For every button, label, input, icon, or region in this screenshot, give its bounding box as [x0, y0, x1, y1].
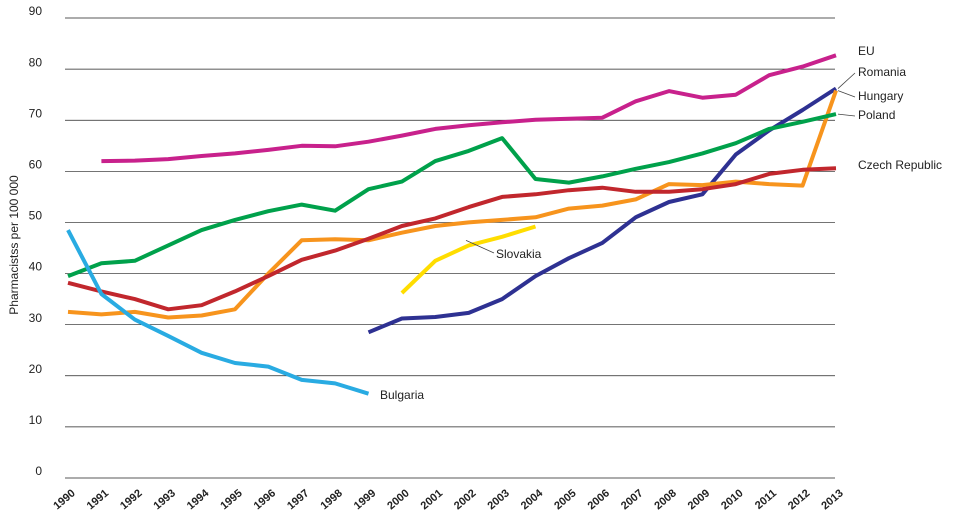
x-tick-label: 1994 [185, 487, 212, 512]
y-tick-label: 90 [29, 4, 43, 18]
y-tick-label: 0 [35, 464, 42, 478]
x-tick-label: 2011 [753, 487, 779, 512]
x-tick-label: 2006 [586, 487, 612, 512]
x-tick-label: 2002 [452, 487, 478, 512]
x-tick-label: 2007 [619, 487, 645, 512]
series-label: Poland [858, 108, 895, 122]
series-line [67, 112, 837, 278]
leader-line [837, 90, 856, 98]
y-axis-label: Pharmacistss per 100 000 [7, 175, 21, 315]
y-tick-label: 30 [29, 311, 43, 325]
x-tick-label: 1991 [85, 487, 111, 512]
series-line [101, 53, 837, 164]
y-tick-label: 20 [29, 362, 43, 376]
x-tick-label: 2003 [485, 487, 511, 512]
x-tick-label: 1990 [51, 487, 77, 512]
x-tick-label: 1997 [285, 487, 311, 512]
x-tick-label: 2009 [686, 487, 712, 512]
x-tick-label: 2005 [552, 487, 578, 512]
y-tick-label: 50 [29, 209, 43, 223]
series-line [66, 229, 370, 396]
x-tick-label: 2013 [819, 487, 845, 512]
series-label: EU [858, 44, 875, 58]
x-tick-label: 1995 [218, 487, 244, 512]
series-label: Hungary [858, 89, 903, 103]
y-tick-label: 70 [29, 106, 43, 120]
y-tick-label: 80 [29, 55, 43, 69]
series-label: Bulgaria [380, 388, 424, 402]
x-tick-label: 1992 [118, 487, 144, 512]
y-tick-label: 60 [29, 158, 43, 172]
x-tick-label: 2012 [786, 487, 812, 512]
series-line [67, 166, 837, 312]
leader-line [465, 239, 495, 254]
series-line [67, 89, 838, 320]
x-tick-label: 2001 [419, 487, 445, 512]
y-tick-label: 40 [29, 260, 43, 274]
series-line [367, 86, 838, 335]
x-tick-label: 2010 [719, 487, 745, 512]
x-tick-label: 1999 [352, 487, 378, 512]
x-tick-label: 1996 [252, 487, 278, 512]
x-tick-label: 2004 [519, 487, 546, 512]
series-label: Romania [858, 65, 906, 79]
x-tick-label: 1993 [152, 487, 178, 512]
x-tick-label: 2008 [652, 487, 678, 512]
series-label: Czech Republic [858, 158, 942, 172]
leader-line [837, 72, 856, 89]
y-tick-label: 10 [29, 413, 43, 427]
series-label: Slovakia [496, 247, 542, 261]
series-line [400, 224, 537, 295]
x-tick-label: 1998 [318, 487, 344, 512]
x-tick-label: 2000 [385, 487, 411, 512]
leader-line [837, 113, 856, 117]
